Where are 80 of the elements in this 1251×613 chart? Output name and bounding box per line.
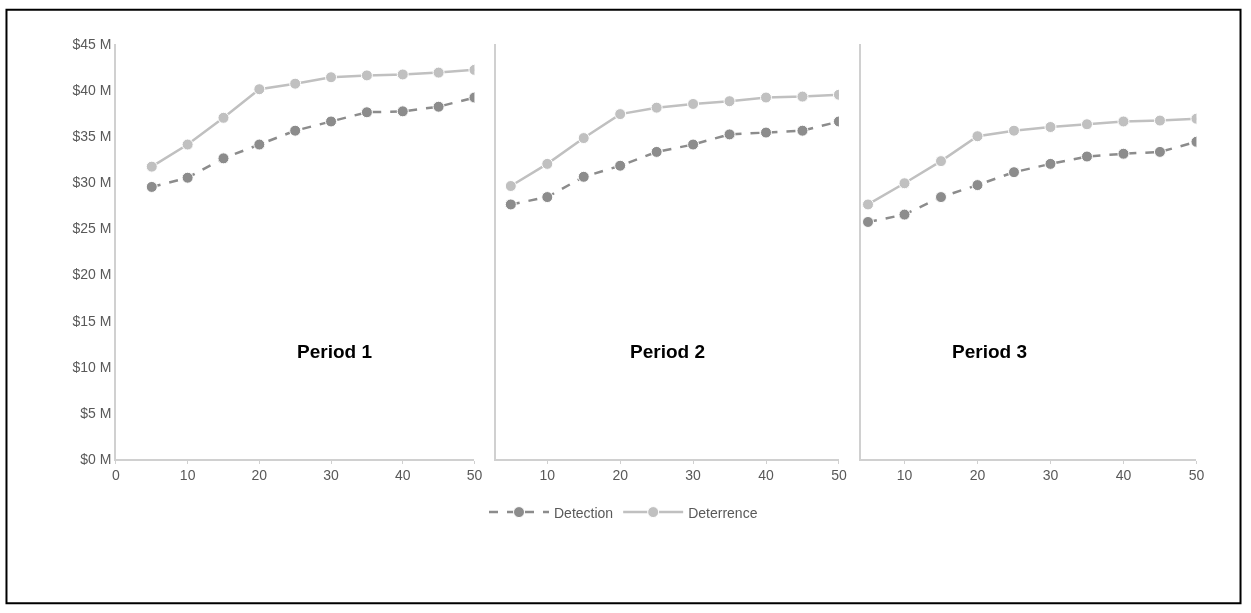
point xyxy=(862,198,874,211)
point xyxy=(541,191,554,204)
point xyxy=(971,179,984,192)
point xyxy=(289,77,302,90)
point xyxy=(1080,150,1093,163)
point xyxy=(723,128,736,141)
x-tick-label: 10 xyxy=(539,467,556,484)
point xyxy=(217,152,230,165)
y-tick-label: $0 M xyxy=(80,450,112,467)
point xyxy=(1080,118,1093,131)
point xyxy=(253,83,266,96)
y-tick-label: $30 M xyxy=(72,174,112,191)
x-tick-label: 30 xyxy=(1042,467,1059,484)
annotation: Period 2 xyxy=(630,341,705,362)
y-tick-label: $5 M xyxy=(80,404,112,421)
x-tick-label: 20 xyxy=(969,467,986,484)
point xyxy=(650,145,663,158)
y-tick-label: $10 M xyxy=(72,358,112,375)
legend-label: Detection xyxy=(554,504,614,521)
point xyxy=(577,132,590,145)
point xyxy=(145,180,158,193)
point xyxy=(971,130,984,143)
annotation: Period 3 xyxy=(952,341,1027,362)
point xyxy=(1044,121,1057,134)
x-tick-label: 0 xyxy=(112,467,121,484)
x-tick-label: 10 xyxy=(896,467,913,484)
x-tick-label: 50 xyxy=(831,467,847,484)
point xyxy=(898,208,911,221)
point xyxy=(760,91,772,104)
point xyxy=(687,138,700,151)
point xyxy=(145,160,158,173)
point xyxy=(723,95,736,108)
x-tick-label: 30 xyxy=(323,467,340,484)
x-tick-label: 20 xyxy=(612,467,629,484)
point xyxy=(935,191,947,204)
x-tick-label: 40 xyxy=(394,467,411,484)
x-tick-label: 10 xyxy=(179,467,196,484)
x-tick-label: 40 xyxy=(758,467,774,484)
point xyxy=(898,177,911,190)
point xyxy=(577,170,590,183)
x-tick-label: 40 xyxy=(1115,467,1132,484)
point xyxy=(650,101,663,114)
point xyxy=(217,111,230,124)
point xyxy=(325,71,338,84)
point xyxy=(1117,115,1130,128)
point xyxy=(396,68,409,81)
point xyxy=(360,69,373,82)
point xyxy=(1044,157,1057,170)
y-tick-label: $35 M xyxy=(72,128,112,145)
x-tick-label: 30 xyxy=(685,467,702,484)
point xyxy=(289,124,302,137)
point xyxy=(360,106,373,119)
point xyxy=(796,124,809,137)
y-tick-label: $45 M xyxy=(72,35,112,52)
point xyxy=(1153,114,1166,127)
point xyxy=(760,126,772,139)
point xyxy=(181,171,194,184)
legend-label: Deterrence xyxy=(688,504,758,521)
y-tick-label: $15 M xyxy=(72,312,112,329)
y-tick-label: $25 M xyxy=(72,220,112,237)
x-tick-label: 50 xyxy=(1188,467,1205,484)
point xyxy=(614,159,627,172)
point xyxy=(1117,147,1130,160)
point xyxy=(432,100,445,113)
point xyxy=(396,105,409,118)
point xyxy=(541,157,554,170)
x-tick-label: 50 xyxy=(466,467,483,484)
point xyxy=(325,115,338,128)
y-tick-label: $40 M xyxy=(72,82,112,99)
point xyxy=(504,198,517,211)
point xyxy=(1007,124,1020,137)
x-tick-label: 20 xyxy=(251,467,268,484)
point xyxy=(614,108,627,121)
y-tick-label: $20 M xyxy=(72,266,112,283)
annotation: Period 1 xyxy=(297,341,373,362)
point xyxy=(181,138,194,151)
point xyxy=(253,138,266,151)
point xyxy=(796,90,809,103)
point xyxy=(432,66,445,79)
point xyxy=(1007,166,1020,179)
